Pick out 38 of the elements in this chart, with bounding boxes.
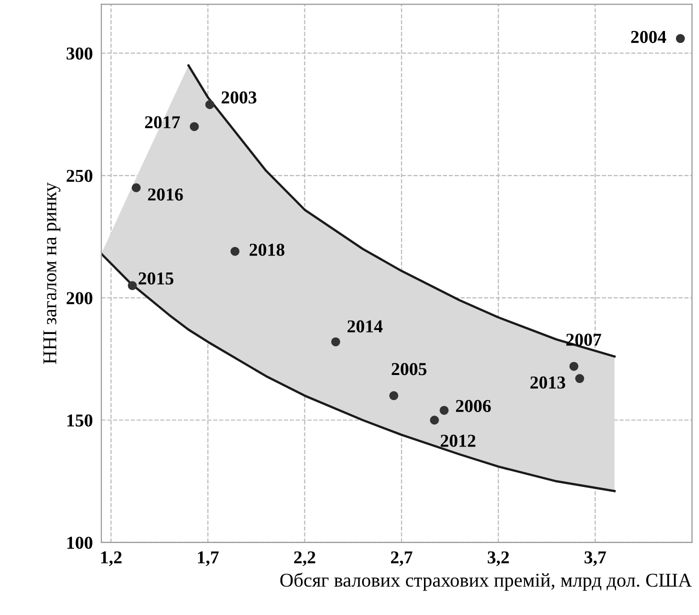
y-axis-title: ННІ загалом на ринку [43,182,60,364]
annotation: 2017 [145,116,180,128]
annotation: 2005 [392,363,426,376]
x-tick-label: 1,7 [198,551,219,566]
point [676,34,685,44]
y-tick-label: 300 [66,47,92,60]
annotation: 2014 [348,320,383,332]
x-tick-label: 3,2 [488,551,509,566]
x-tick-label: 2,7 [391,551,412,566]
y-tick-label: 100 [67,536,92,549]
x-tick-label: 2,2 [294,551,316,566]
annotation: 2018 [250,244,284,256]
y-tick-label: 150 [67,414,92,427]
annotation: 2004 [631,30,666,44]
annotation: 2006 [456,400,491,412]
point [569,362,578,371]
point [389,391,398,400]
annotation: 2003 [222,91,256,104]
point [205,100,214,110]
point [132,183,141,192]
annotation: 2015 [138,272,174,285]
annotation: 2007 [566,334,602,346]
y-tick-label: 250 [66,170,92,182]
point [128,281,137,290]
point [190,122,199,132]
line-series [187,64,616,358]
annotation: 2016 [148,188,183,201]
x-axis-title: Обсяг валових страхових премій, млрд дол. США [280,572,692,591]
point [440,406,449,415]
point [230,246,240,256]
x-tick-label: 3,7 [584,551,606,566]
point [575,374,584,384]
x-tick-label: 1,2 [101,551,122,566]
point [331,337,340,346]
annotation: 2012 [440,434,476,447]
y-tick-label: 200 [66,292,92,304]
annotation: 2013 [530,376,566,389]
point [430,416,439,425]
